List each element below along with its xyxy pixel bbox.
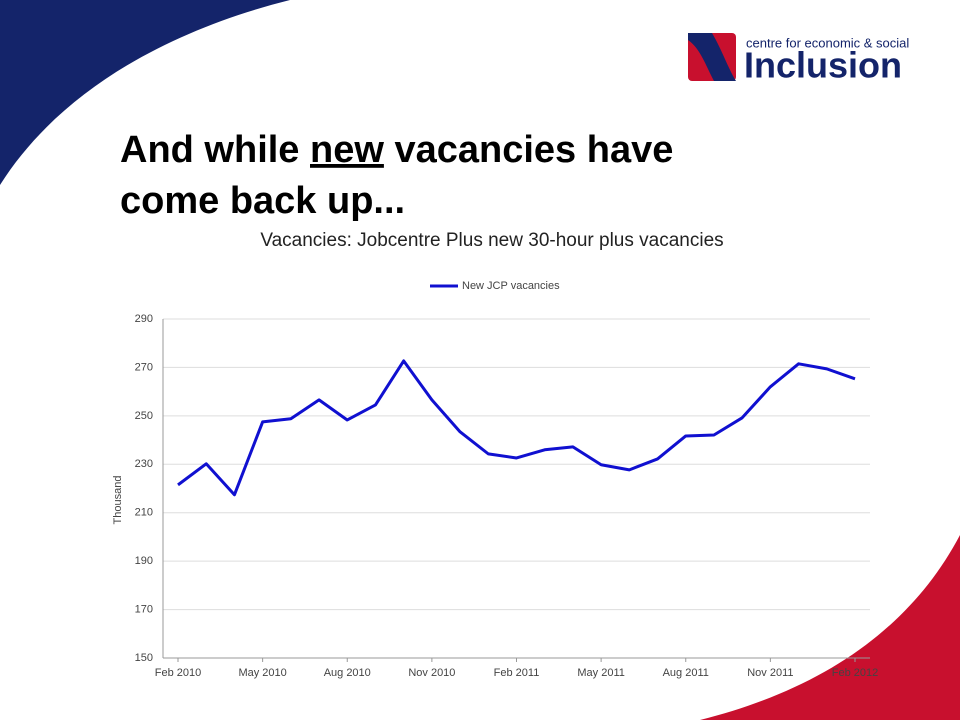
x-tick-label: May 2011 [577, 667, 625, 679]
legend-label: New JCP vacancies [462, 280, 560, 292]
slide-title-line: come back up... [120, 180, 405, 222]
logo-icon-stripe [688, 33, 736, 81]
logo-tagline: centre for economic & social [746, 35, 909, 50]
navy-swoosh [0, 0, 290, 185]
chart-title: Vacancies: Jobcentre Plus new 30-hour pl… [260, 230, 723, 251]
red-swoosh [700, 535, 960, 720]
data-line [177, 359, 856, 497]
slide-title-line: And while new vacancies have [120, 129, 673, 171]
y-tick-label: 290 [135, 313, 153, 325]
y-tick-label: 150 [135, 652, 153, 664]
x-tick-label: Aug 2010 [324, 667, 371, 679]
y-tick-label: 230 [135, 458, 153, 470]
title-part: vacancies have [384, 129, 673, 171]
y-axis-label: Thousand [112, 476, 124, 525]
x-tick-label: Aug 2011 [663, 667, 709, 679]
title-part: And while [120, 129, 310, 171]
x-tick-label: Feb 2011 [494, 667, 540, 679]
y-tick-label: 270 [135, 361, 153, 373]
y-tick-label: 190 [135, 555, 153, 567]
logo: centre for economic & social Inclusion [688, 33, 909, 86]
x-tick-label: May 2010 [238, 667, 286, 679]
y-tick-label: 250 [135, 410, 153, 422]
x-tick-label: Feb 2010 [155, 667, 201, 679]
x-tick-label: Nov 2010 [408, 667, 455, 679]
logo-name: Inclusion [744, 45, 902, 86]
x-tick-label: Feb 2012 [832, 667, 878, 679]
y-tick-label: 210 [135, 507, 153, 519]
x-tick-label: Nov 2011 [747, 667, 793, 679]
y-tick-label: 170 [135, 603, 153, 615]
title-underlined: new [310, 129, 384, 171]
